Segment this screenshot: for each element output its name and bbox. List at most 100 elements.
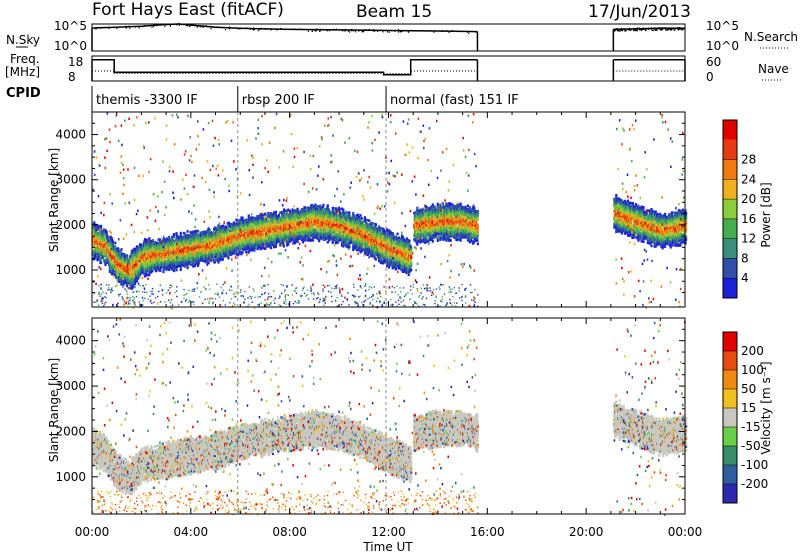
noise-point bbox=[170, 24, 171, 25]
echo-cell bbox=[100, 225, 102, 228]
noise-tick-top-right: 10^5 bbox=[706, 19, 739, 33]
noise-point bbox=[629, 28, 630, 29]
noise-point bbox=[662, 29, 663, 30]
nave-tick-bottom: 0 bbox=[706, 70, 714, 84]
noise-point bbox=[369, 29, 370, 30]
noise-point bbox=[672, 28, 673, 29]
noise-point bbox=[365, 29, 366, 30]
noise-point bbox=[295, 28, 296, 29]
noise-point bbox=[387, 31, 388, 32]
nave-tick-top: 60 bbox=[706, 55, 721, 69]
noise-point bbox=[316, 28, 317, 29]
noise-point bbox=[643, 28, 644, 29]
noise-point bbox=[615, 28, 616, 29]
noise-series bbox=[92, 23, 686, 51]
noise-point bbox=[651, 29, 652, 30]
cpid-segment-label: normal (fast) 151 IF bbox=[390, 93, 519, 108]
noise-point bbox=[210, 28, 211, 29]
noise-point bbox=[628, 29, 629, 30]
noise-point bbox=[258, 30, 259, 31]
noise-point bbox=[158, 24, 159, 25]
noise-point bbox=[402, 30, 403, 31]
noise-point bbox=[179, 25, 180, 26]
noise-point bbox=[280, 28, 281, 29]
noise-point bbox=[320, 30, 321, 31]
noise-point bbox=[179, 23, 180, 24]
panel-background bbox=[92, 112, 685, 307]
noise-point bbox=[217, 26, 218, 27]
noise-point bbox=[468, 33, 469, 34]
noise-point bbox=[341, 30, 342, 31]
noise-point bbox=[144, 25, 145, 26]
noise-point bbox=[135, 27, 136, 28]
noise-point bbox=[142, 26, 143, 27]
noise-point bbox=[626, 29, 627, 30]
noise-point bbox=[362, 31, 363, 32]
noise-point bbox=[398, 31, 399, 32]
noise-point bbox=[308, 31, 309, 32]
noise-point bbox=[674, 29, 675, 30]
nsky-label: N.Sky bbox=[6, 33, 40, 47]
echo-cell bbox=[159, 239, 161, 242]
cpid-label: CPID bbox=[6, 86, 41, 101]
noise-point bbox=[633, 30, 634, 31]
noise-point bbox=[350, 29, 351, 30]
noise-point bbox=[314, 30, 315, 31]
noise-line bbox=[92, 24, 477, 32]
noise-point bbox=[138, 26, 139, 27]
noise-point bbox=[225, 29, 226, 30]
noise-point bbox=[637, 28, 638, 29]
noise-point bbox=[670, 29, 671, 30]
noise-point bbox=[300, 29, 301, 30]
freq-label: Freq. bbox=[10, 52, 40, 66]
noise-point bbox=[645, 30, 646, 31]
echo-cell bbox=[134, 282, 136, 285]
freq-line bbox=[92, 60, 477, 75]
noise-point bbox=[648, 29, 649, 30]
noise-point bbox=[292, 29, 293, 30]
noise-point bbox=[428, 30, 429, 31]
noise-point bbox=[345, 29, 346, 30]
noise-point bbox=[329, 30, 330, 31]
noise-point bbox=[210, 26, 211, 27]
noise-point bbox=[355, 31, 356, 32]
noise-point bbox=[671, 27, 672, 28]
noise-point bbox=[206, 25, 207, 26]
noise-point bbox=[398, 29, 399, 30]
noise-point bbox=[685, 29, 686, 30]
noise-point bbox=[441, 31, 442, 32]
noise-point bbox=[661, 27, 662, 28]
noise-point bbox=[327, 30, 328, 31]
noise-point bbox=[267, 28, 268, 29]
noise-point bbox=[353, 30, 354, 31]
cpid-segment-label: rbsp 200 IF bbox=[242, 93, 315, 108]
noise-point bbox=[253, 27, 254, 28]
radar-title: Fort Hays East (fitACF) bbox=[92, 0, 284, 20]
noise-point bbox=[624, 28, 625, 29]
noise-point bbox=[265, 29, 266, 30]
noise-point bbox=[316, 30, 317, 31]
noise-point bbox=[239, 29, 240, 30]
noise-point bbox=[354, 30, 355, 31]
noise-point bbox=[659, 27, 660, 28]
noise-point bbox=[377, 31, 378, 32]
freq-unit: [MHz] bbox=[5, 65, 40, 79]
noise-point bbox=[645, 29, 646, 30]
noise-point bbox=[443, 30, 444, 31]
noise-point bbox=[139, 27, 140, 28]
noise-point bbox=[391, 30, 392, 31]
noise-point bbox=[260, 28, 261, 29]
noise-point bbox=[372, 30, 373, 31]
noise-point bbox=[312, 31, 313, 32]
noise-point bbox=[229, 28, 230, 29]
noise-point bbox=[654, 29, 655, 30]
noise-point bbox=[667, 30, 668, 31]
noise-point bbox=[629, 29, 630, 30]
nsearch-label: N.Search bbox=[744, 30, 798, 44]
noise-point bbox=[665, 30, 666, 31]
noise-point bbox=[237, 28, 238, 29]
noise-point bbox=[639, 29, 640, 30]
noise-point bbox=[252, 29, 253, 30]
noise-point bbox=[651, 27, 652, 28]
echo-cell bbox=[114, 242, 116, 245]
